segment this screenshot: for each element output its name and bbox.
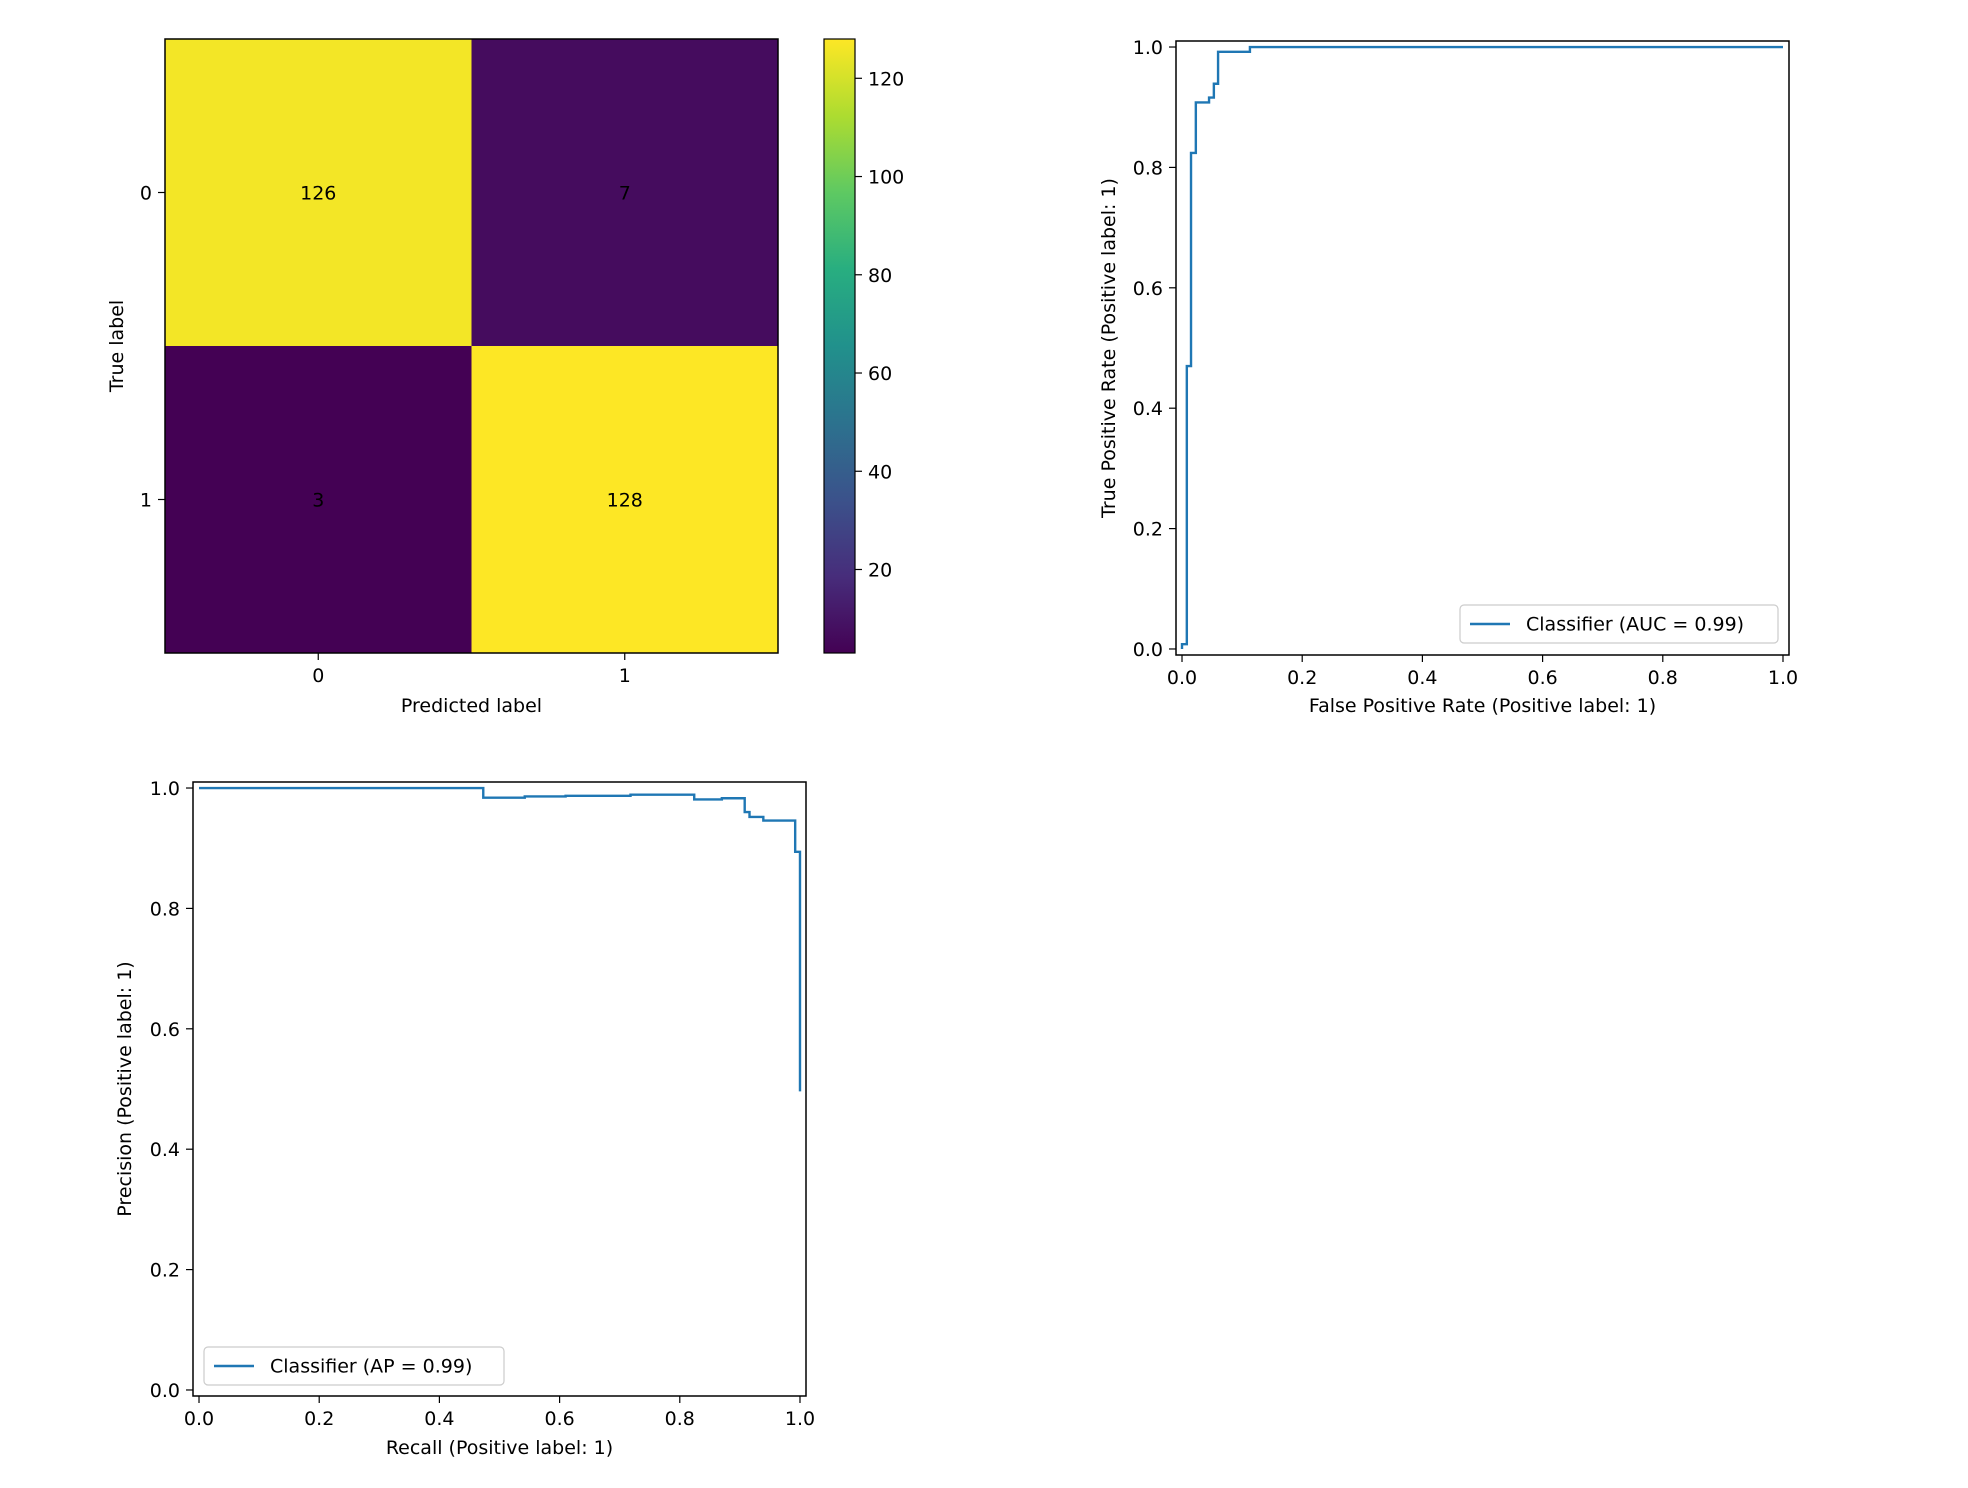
- pr-xtick-label: 0.6: [544, 1408, 574, 1430]
- pr-ytick-label: 0.2: [150, 1260, 180, 1282]
- pr-ytick-label: 0.8: [150, 898, 180, 920]
- roc-xlabel: False Positive Rate (Positive label: 1): [1309, 695, 1656, 717]
- pr-legend: Classifier (AP = 0.99): [203, 1346, 505, 1386]
- pr-ytick-label: 0.6: [150, 1019, 180, 1041]
- pr-xlabel: Recall (Positive label: 1): [386, 1437, 613, 1459]
- pr-ytick-label: 0.4: [150, 1139, 180, 1161]
- cm-xtick-label: 1: [619, 665, 631, 687]
- roc-frame: [1175, 40, 1790, 656]
- cm-cell-label-0-0: 126: [300, 183, 336, 205]
- cm-ylabel: True label: [106, 300, 128, 393]
- pr-ytick-label: 0.0: [150, 1380, 180, 1402]
- roc-xtick-label: 0.6: [1527, 667, 1557, 689]
- roc-curve-chart: 0.0 0.2 0.4 0.6 0.8 1.0 0.0 0.2 0.4 0.6 0.8 1.0 Cla…: [1098, 37, 1798, 717]
- colorbar-tick-label: 60: [868, 363, 892, 385]
- cm-frame: [164, 38, 779, 654]
- roc-xtick-label: 0.4: [1407, 667, 1437, 689]
- pr-legend-box: [203, 1346, 505, 1386]
- cm-cell-label-1-0: 3: [312, 490, 324, 512]
- roc-xtick-label: 1.0: [1768, 667, 1798, 689]
- colorbar: 20 40 60 80 100 120: [823, 38, 904, 654]
- pr-legend-label: Classifier (AP = 0.99): [270, 1356, 472, 1378]
- roc-ylabel: True Positive Rate (Positive label: 1): [1098, 178, 1120, 519]
- cm-cell-label-0-1: 7: [619, 183, 631, 205]
- roc-legend: Classifier (AUC = 0.99): [1459, 604, 1779, 644]
- roc-ytick-label: 0.6: [1133, 278, 1163, 300]
- roc-legend-label: Classifier (AUC = 0.99): [1526, 614, 1744, 636]
- pr-xtick-label: 0.4: [424, 1408, 454, 1430]
- pr-xtick-label: 0.0: [184, 1408, 214, 1430]
- pr-ytick-label: 1.0: [150, 778, 180, 800]
- roc-ytick-label: 0.2: [1133, 519, 1163, 541]
- roc-ytick-label: 0.8: [1133, 157, 1163, 179]
- cm-xtick-label: 0: [312, 665, 324, 687]
- pr-series-line: [199, 786, 802, 1092]
- cm-cell-0-1: [471, 39, 779, 347]
- cm-cell-1-0: [165, 346, 472, 654]
- roc-xtick-label: 0.2: [1287, 667, 1317, 689]
- cm-ytick-label: 0: [140, 183, 152, 205]
- cm-cell-1-1: [471, 346, 779, 654]
- roc-ytick-label: 0.4: [1133, 398, 1163, 420]
- colorbar-tick-label: 120: [868, 68, 904, 90]
- roc-xtick-label: 0.8: [1648, 667, 1678, 689]
- pr-xtick-label: 0.2: [304, 1408, 334, 1430]
- roc-xtick-label: 0.0: [1167, 667, 1197, 689]
- pr-frame: [192, 781, 807, 1397]
- roc-ytick-label: 0.0: [1133, 639, 1163, 661]
- pr-xtick-label: 0.8: [665, 1408, 695, 1430]
- colorbar-tick-label: 80: [868, 265, 892, 287]
- pr-xtick-label: 1.0: [785, 1408, 815, 1430]
- precision-recall-chart: 0.0 0.2 0.4 0.6 0.8 1.0 0.0 0.2 0.4 0.6 0.8 1.0 Cla…: [114, 778, 815, 1459]
- cm-cell-label-1-1: 128: [607, 490, 643, 512]
- cm-ytick-label: 1: [140, 490, 152, 512]
- colorbar-tick-label: 40: [868, 461, 892, 483]
- colorbar-tick-label: 20: [868, 559, 892, 581]
- cm-xlabel: Predicted label: [401, 695, 542, 717]
- roc-series-line: [1180, 45, 1783, 649]
- colorbar-gradient: [823, 38, 856, 654]
- roc-legend-box: [1459, 604, 1779, 644]
- pr-ylabel: Precision (Positive label: 1): [114, 961, 136, 1216]
- cm-cell-0-0: [165, 39, 472, 347]
- roc-ytick-label: 1.0: [1133, 37, 1163, 59]
- confusion-matrix: 126 7 3 128 0 1 0 1 Predicted label True label…: [106, 38, 904, 717]
- colorbar-tick-label: 100: [868, 167, 904, 189]
